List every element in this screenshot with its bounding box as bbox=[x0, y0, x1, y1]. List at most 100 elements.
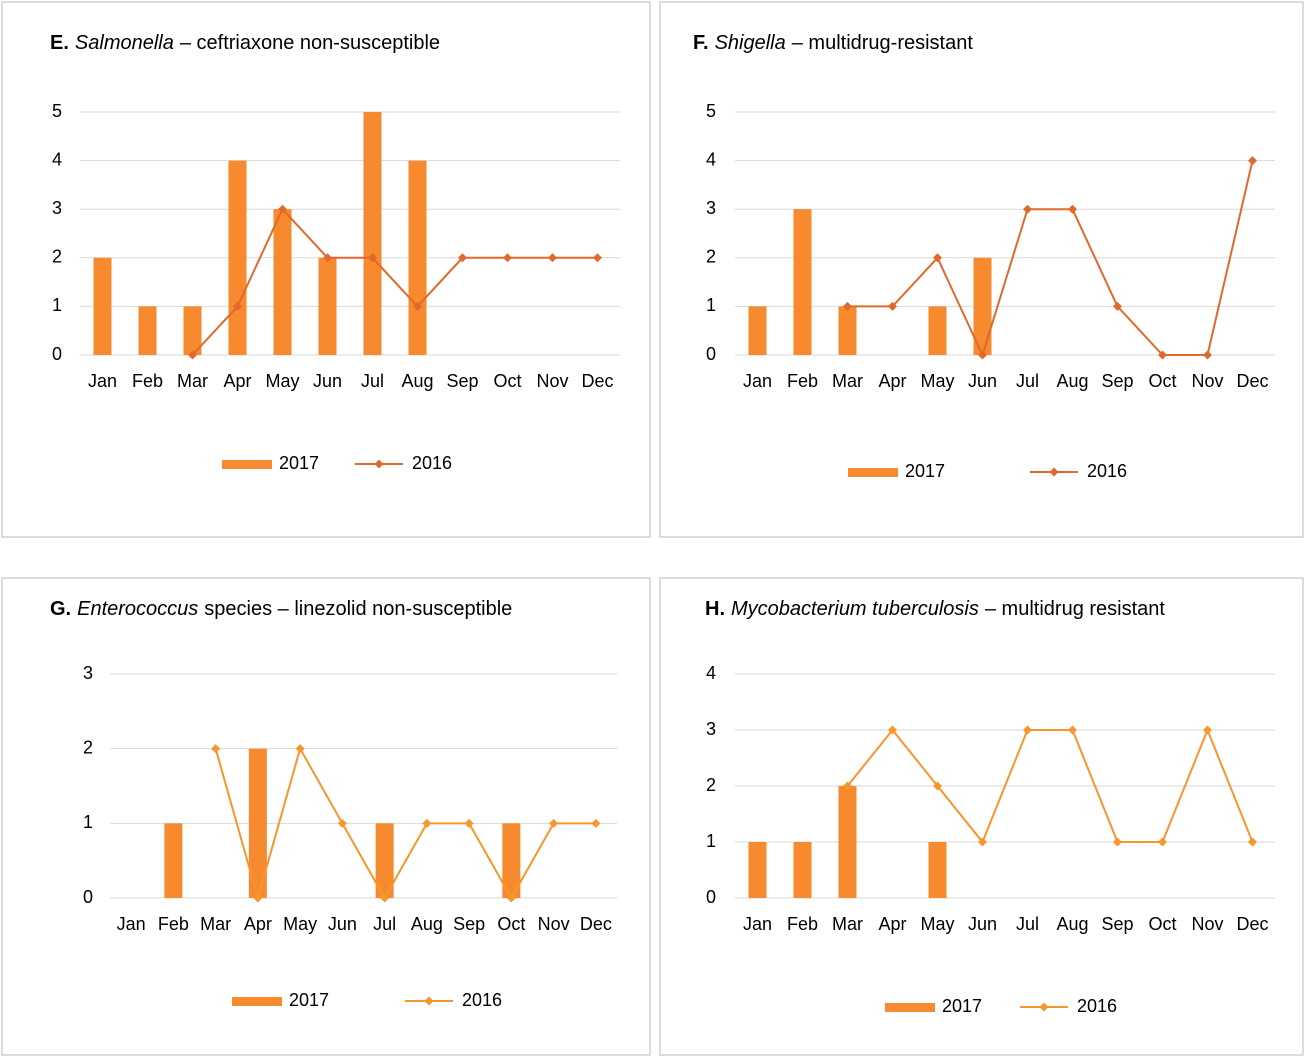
y-tick-label: 3 bbox=[52, 198, 62, 218]
line-marker bbox=[843, 301, 852, 311]
line-marker bbox=[295, 744, 305, 754]
x-tick-label: Aug bbox=[1056, 914, 1088, 934]
line bbox=[214, 746, 596, 902]
title-part: H. bbox=[705, 598, 725, 620]
x-tick-label: Sep bbox=[1101, 914, 1133, 934]
y-tick-label: 2 bbox=[706, 775, 716, 795]
y-tick-label: 5 bbox=[706, 101, 716, 121]
x-tick-label: Oct bbox=[497, 914, 525, 934]
line-marker bbox=[888, 725, 897, 735]
line bbox=[191, 207, 598, 356]
legend-swatch bbox=[232, 997, 282, 1006]
line-marker bbox=[413, 301, 422, 311]
legend-marker bbox=[424, 996, 434, 1006]
line-marker bbox=[593, 253, 602, 263]
line-marker bbox=[422, 818, 432, 828]
line-marker bbox=[1068, 725, 1077, 735]
y-tick-label: 2 bbox=[83, 737, 93, 757]
x-tick-label: Aug bbox=[1056, 371, 1088, 391]
y-tick-label: 2 bbox=[52, 247, 62, 267]
panel-frame bbox=[1, 577, 651, 1056]
y-tick-label: 2 bbox=[706, 247, 716, 267]
chart-title: E. Salmonella – ceftriaxone non-susceptibl… bbox=[50, 32, 440, 54]
line-marker bbox=[1023, 725, 1032, 735]
line-marker bbox=[933, 253, 942, 263]
x-tick-label: Dec bbox=[1236, 371, 1268, 391]
legend-marker bbox=[374, 459, 384, 469]
x-tick-label: Mar bbox=[177, 371, 208, 391]
x-tick-label: Oct bbox=[1148, 371, 1176, 391]
x-tick-label: Sep bbox=[453, 914, 485, 934]
legend-label: 2016 bbox=[1077, 996, 1117, 1016]
line-marker bbox=[888, 301, 897, 311]
x-tick-label: Mar bbox=[832, 914, 863, 934]
x-tick-label: May bbox=[920, 371, 954, 391]
legend-label: 2017 bbox=[942, 996, 982, 1016]
x-tick-label: Jan bbox=[117, 914, 146, 934]
y-tick-label: 0 bbox=[52, 344, 62, 364]
line-marker bbox=[1113, 837, 1122, 847]
panel-frame bbox=[1, 1, 651, 538]
bar bbox=[273, 209, 292, 355]
bar bbox=[973, 257, 992, 355]
title-part: Salmonella bbox=[75, 32, 174, 54]
bar bbox=[318, 257, 337, 355]
x-tick-label: Mar bbox=[200, 914, 231, 934]
line-marker bbox=[188, 350, 197, 360]
line-marker bbox=[548, 253, 557, 263]
line-marker bbox=[1203, 725, 1212, 735]
line-marker bbox=[549, 818, 559, 828]
title-part: G. bbox=[50, 598, 71, 620]
bar bbox=[838, 786, 857, 898]
y-tick-label: 1 bbox=[83, 812, 93, 832]
x-tick-label: Nov bbox=[1191, 371, 1223, 391]
y-tick-label: 3 bbox=[706, 719, 716, 739]
y-tick-label: 3 bbox=[83, 663, 93, 683]
title-part: F. bbox=[693, 32, 709, 54]
legend-label: 2016 bbox=[1087, 461, 1127, 481]
x-tick-label: Jun bbox=[328, 914, 357, 934]
bar bbox=[164, 823, 183, 898]
line bbox=[846, 727, 1254, 844]
x-tick-label: Jun bbox=[968, 371, 997, 391]
line-marker bbox=[978, 350, 987, 360]
bar bbox=[183, 306, 202, 355]
line-marker bbox=[458, 253, 467, 263]
x-tick-label: Jul bbox=[361, 371, 384, 391]
x-tick-label: Jan bbox=[743, 914, 772, 934]
title-part: Enterococcus bbox=[77, 598, 198, 620]
y-tick-label: 4 bbox=[706, 663, 716, 683]
x-tick-label: Oct bbox=[1148, 914, 1176, 934]
line-marker bbox=[323, 253, 332, 263]
line-marker bbox=[1203, 350, 1212, 360]
x-tick-label: Apr bbox=[244, 914, 272, 934]
x-tick-label: Jun bbox=[968, 914, 997, 934]
bar bbox=[793, 842, 812, 898]
line-marker bbox=[337, 818, 347, 828]
panel-frame bbox=[659, 1, 1304, 538]
line-marker bbox=[278, 204, 287, 214]
x-tick-label: Jul bbox=[373, 914, 396, 934]
y-tick-label: 4 bbox=[52, 149, 62, 169]
line-marker bbox=[1113, 301, 1122, 311]
legend-label: 2016 bbox=[412, 453, 452, 473]
title-part: E. bbox=[50, 32, 69, 54]
x-tick-label: Apr bbox=[223, 371, 251, 391]
line-marker bbox=[211, 744, 221, 754]
x-tick-label: May bbox=[283, 914, 317, 934]
x-tick-label: Jan bbox=[88, 371, 117, 391]
x-tick-label: Nov bbox=[1191, 914, 1223, 934]
line-marker bbox=[591, 818, 601, 828]
x-tick-label: Jun bbox=[313, 371, 342, 391]
line-marker bbox=[1248, 837, 1257, 847]
bar bbox=[375, 823, 394, 898]
x-tick-label: Nov bbox=[538, 914, 570, 934]
chart-title: G. Enterococcus species – linezolid non-su… bbox=[50, 598, 512, 620]
bar bbox=[748, 306, 767, 355]
line-marker bbox=[233, 301, 242, 311]
x-tick-label: May bbox=[265, 371, 299, 391]
legend-label: 2017 bbox=[279, 453, 319, 473]
title-part: Shigella bbox=[715, 32, 786, 54]
x-tick-label: Dec bbox=[581, 371, 613, 391]
